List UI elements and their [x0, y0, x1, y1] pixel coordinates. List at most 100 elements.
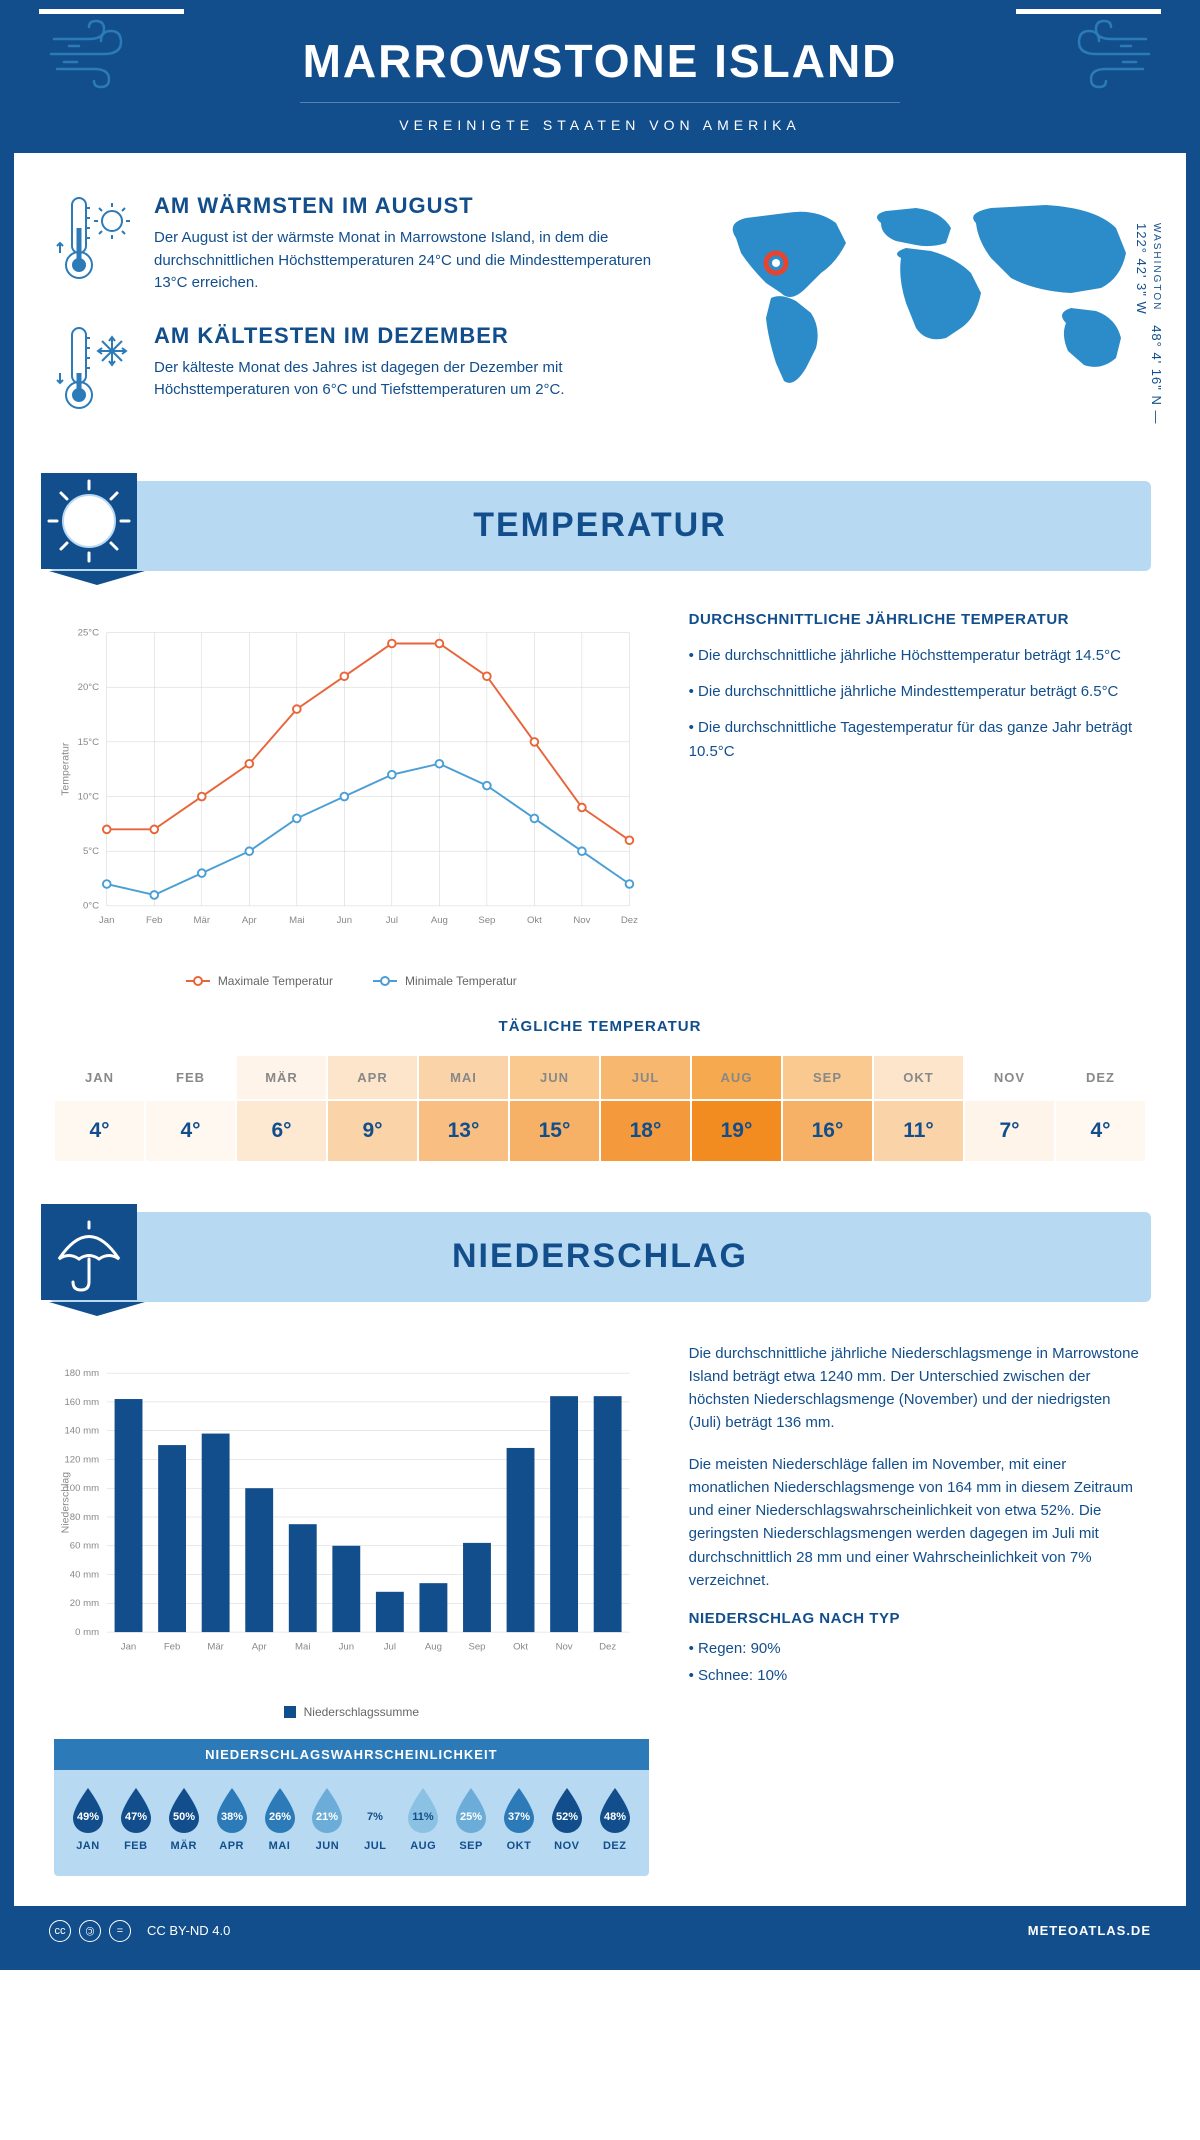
heat-cell: SEP16°: [782, 1055, 873, 1162]
svg-text:Dez: Dez: [621, 915, 638, 926]
svg-text:5°C: 5°C: [83, 846, 99, 857]
precip-paragraph: Die meisten Niederschläge fallen im Nove…: [689, 1453, 1146, 1593]
svg-text:Jun: Jun: [337, 915, 352, 926]
precipitation-section-header: NIEDERSCHLAG: [49, 1212, 1151, 1302]
prob-drop: 48%DEZ: [591, 1786, 639, 1852]
prob-drop: 26%MAI: [256, 1786, 304, 1852]
svg-text:Feb: Feb: [146, 915, 163, 926]
svg-text:Sep: Sep: [478, 915, 495, 926]
svg-text:Nov: Nov: [573, 915, 590, 926]
prob-drop: 21%JUN: [303, 1786, 351, 1852]
wind-icon: [49, 19, 139, 89]
info-title: DURCHSCHNITTLICHE JÄHRLICHE TEMPERATUR: [689, 611, 1146, 628]
svg-text:Mai: Mai: [295, 1641, 310, 1652]
prob-drop: 7%JUL: [351, 1786, 399, 1852]
heat-cell: NOV7°: [964, 1055, 1055, 1162]
prob-drop: 38%APR: [208, 1786, 256, 1852]
svg-text:Apr: Apr: [242, 915, 258, 926]
svg-text:Temperatur: Temperatur: [59, 742, 71, 796]
svg-text:38%: 38%: [221, 1811, 243, 1823]
svg-text:Nov: Nov: [556, 1641, 573, 1652]
svg-text:25°C: 25°C: [78, 627, 99, 638]
thermometer-hot-icon: [54, 193, 134, 283]
svg-text:Sep: Sep: [468, 1641, 485, 1652]
precip-type-bullet: • Regen: 90%: [689, 1637, 1146, 1660]
precip-paragraph: Die durchschnittliche jährliche Niedersc…: [689, 1342, 1146, 1435]
prob-drop: 11%AUG: [399, 1786, 447, 1852]
svg-text:Jun: Jun: [339, 1641, 354, 1652]
svg-text:Okt: Okt: [527, 915, 542, 926]
svg-text:Dez: Dez: [599, 1641, 616, 1652]
svg-text:20°C: 20°C: [78, 682, 99, 693]
svg-text:20 mm: 20 mm: [70, 1598, 99, 1609]
info-bullet: • Die durchschnittliche Tagestemperatur …: [689, 716, 1146, 764]
svg-text:180 mm: 180 mm: [64, 1368, 99, 1379]
svg-text:7%: 7%: [367, 1811, 383, 1823]
svg-text:26%: 26%: [268, 1811, 290, 1823]
svg-text:80 mm: 80 mm: [70, 1511, 99, 1522]
coldest-block: AM KÄLTESTEN IM DEZEMBER Der kälteste Mo…: [54, 323, 676, 413]
svg-text:37%: 37%: [508, 1811, 530, 1823]
coldest-title: AM KÄLTESTEN IM DEZEMBER: [154, 323, 676, 349]
info-bullet: • Die durchschnittliche jährliche Höchst…: [689, 644, 1146, 668]
svg-text:Mai: Mai: [289, 915, 304, 926]
heat-cell: DEZ4°: [1055, 1055, 1146, 1162]
svg-text:21%: 21%: [316, 1811, 338, 1823]
heat-cell: JAN4°: [54, 1055, 145, 1162]
svg-text:0°C: 0°C: [83, 900, 99, 911]
warmest-block: AM WÄRMSTEN IM AUGUST Der August ist der…: [54, 193, 676, 295]
daily-temp-title: TÄGLICHE TEMPERATUR: [54, 1018, 1146, 1035]
sun-icon: [41, 473, 141, 573]
svg-text:Jan: Jan: [99, 915, 114, 926]
svg-text:Jul: Jul: [384, 1641, 396, 1652]
svg-text:10°C: 10°C: [78, 791, 99, 802]
svg-text:Mär: Mär: [207, 1641, 224, 1652]
prob-drop: 49%JAN: [64, 1786, 112, 1852]
svg-text:47%: 47%: [125, 1811, 147, 1823]
temperature-info: DURCHSCHNITTLICHE JÄHRLICHE TEMPERATUR •…: [689, 611, 1146, 988]
svg-text:0 mm: 0 mm: [75, 1626, 99, 1637]
heat-cell: JUN15°: [509, 1055, 600, 1162]
daily-temperature: TÄGLICHE TEMPERATUR JAN4°FEB4°MÄR6°APR9°…: [14, 1018, 1186, 1202]
heat-cell: AUG19°: [691, 1055, 782, 1162]
subtitle: VEREINIGTE STAATEN VON AMERIKA: [300, 102, 900, 133]
coordinates: WASHINGTON 48° 4' 16" N — 122° 42' 3" W: [1134, 223, 1164, 441]
svg-text:160 mm: 160 mm: [64, 1396, 99, 1407]
svg-text:Aug: Aug: [425, 1641, 442, 1652]
precip-type-title: NIEDERSCHLAG NACH TYP: [689, 1610, 1146, 1627]
svg-text:Aug: Aug: [431, 915, 448, 926]
temperature-section-header: TEMPERATUR: [49, 481, 1151, 571]
footer: cc 🄯 = CC BY-ND 4.0 METEOATLAS.DE: [14, 1906, 1186, 1956]
svg-text:11%: 11%: [412, 1811, 434, 1823]
svg-text:Jan: Jan: [121, 1641, 136, 1652]
warmest-title: AM WÄRMSTEN IM AUGUST: [154, 193, 676, 219]
svg-text:52%: 52%: [556, 1811, 578, 1823]
info-bullet: • Die durchschnittliche jährliche Mindes…: [689, 680, 1146, 704]
world-map-icon: [706, 193, 1146, 433]
heat-cell: MÄR6°: [236, 1055, 327, 1162]
heat-cell: JUL18°: [600, 1055, 691, 1162]
intro: AM WÄRMSTEN IM AUGUST Der August ist der…: [14, 153, 1186, 471]
svg-text:50%: 50%: [173, 1811, 195, 1823]
section-title: NIEDERSCHLAG: [452, 1237, 748, 1276]
license-text: CC BY-ND 4.0: [147, 1923, 230, 1938]
thermometer-cold-icon: [54, 323, 134, 413]
page-title: MARROWSTONE ISLAND: [14, 34, 1186, 88]
heat-cell: APR9°: [327, 1055, 418, 1162]
heat-cell: FEB4°: [145, 1055, 236, 1162]
cc-icon: cc: [49, 1920, 71, 1942]
precipitation-probability: NIEDERSCHLAGSWAHRSCHEINLICHKEIT 49%JAN47…: [54, 1739, 649, 1876]
svg-text:48%: 48%: [604, 1811, 626, 1823]
heat-cell: OKT11°: [873, 1055, 964, 1162]
svg-text:25%: 25%: [460, 1811, 482, 1823]
section-title: TEMPERATUR: [473, 506, 727, 545]
coldest-text: Der kälteste Monat des Jahres ist dagege…: [154, 357, 676, 402]
svg-text:15°C: 15°C: [78, 736, 99, 747]
wind-icon: [1061, 19, 1151, 89]
prob-drop: 47%FEB: [112, 1786, 160, 1852]
by-icon: 🄯: [79, 1920, 101, 1942]
svg-text:Niederschlag: Niederschlag: [59, 1471, 71, 1533]
temperature-chart: 0°C5°C10°C15°C20°C25°CJanFebMärAprMaiJun…: [54, 611, 649, 988]
umbrella-icon: [41, 1204, 141, 1304]
prob-drop: 25%SEP: [447, 1786, 495, 1852]
